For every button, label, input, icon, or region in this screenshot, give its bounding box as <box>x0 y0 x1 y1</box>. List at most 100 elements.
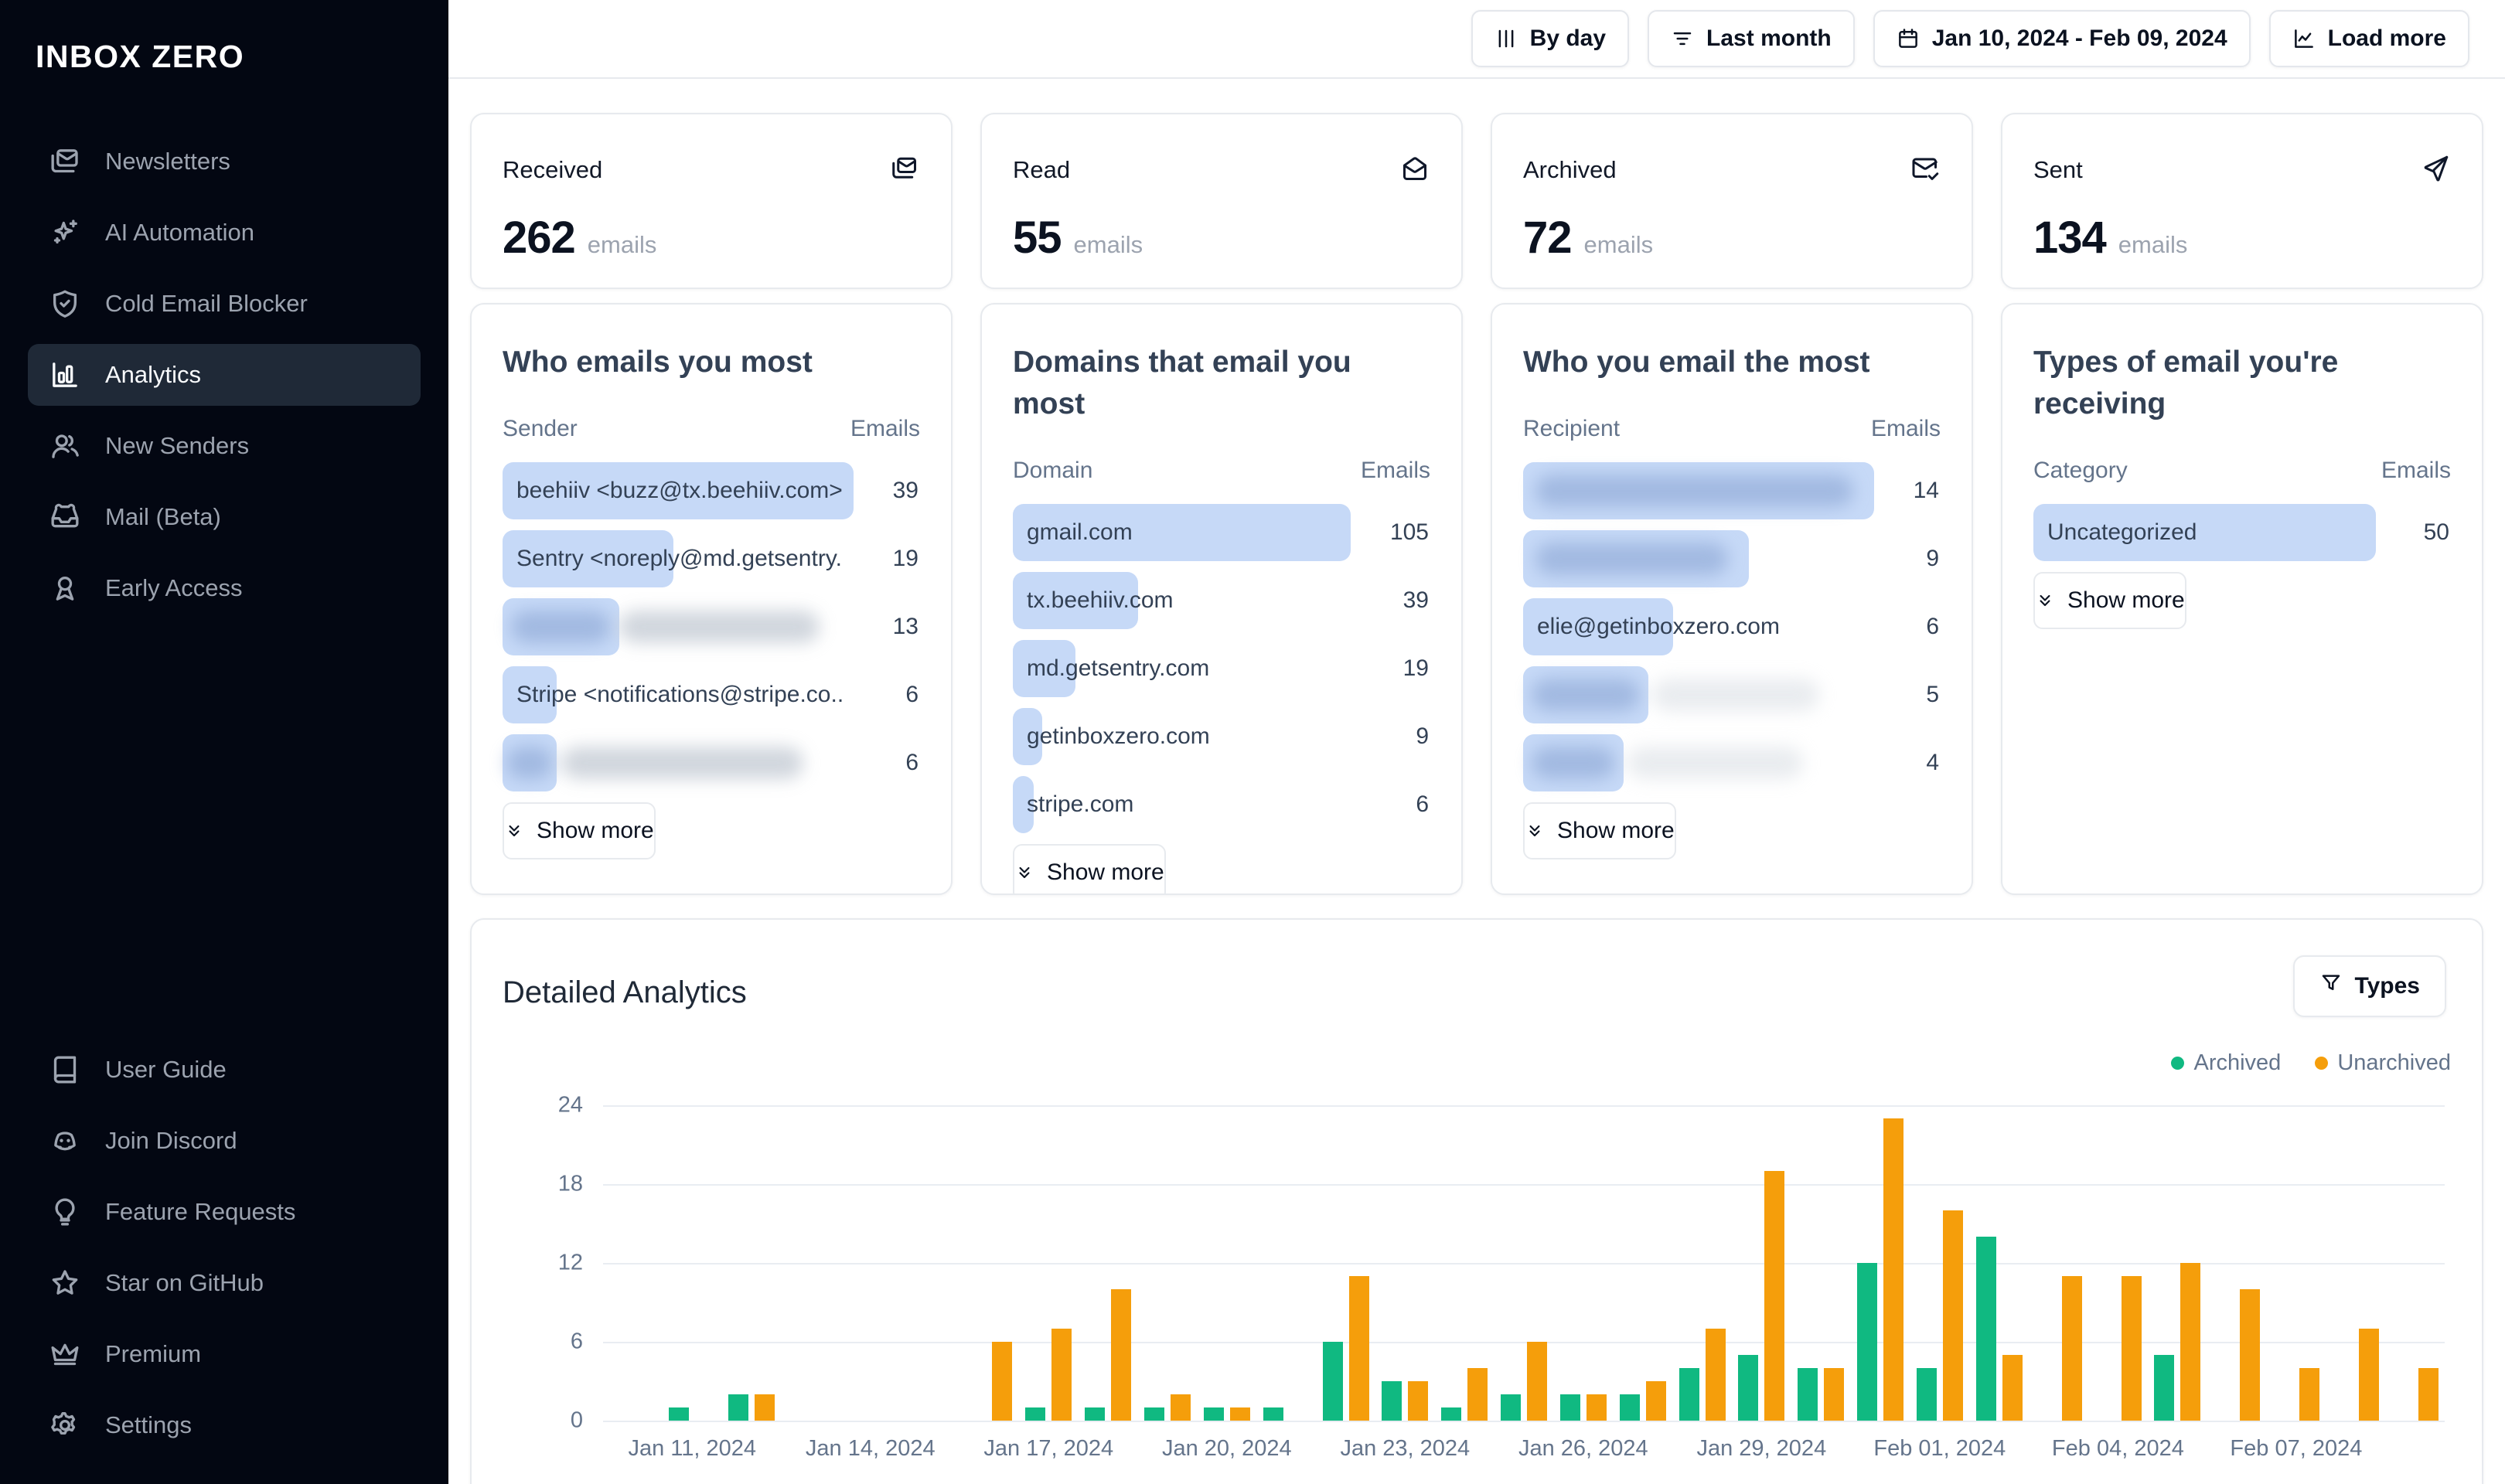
sidebar-item-label: AI Automation <box>105 219 255 246</box>
bar-unarchived <box>1527 1342 1548 1421</box>
column-header: Recipient <box>1523 415 1621 441</box>
blurred-text <box>506 746 553 779</box>
bar-archived <box>1025 1407 1046 1421</box>
table-row[interactable]: tx.beehiiv.com 39 <box>1013 571 1430 629</box>
table-row[interactable]: getinboxzero.com 9 <box>1013 707 1430 765</box>
sidebar-item-join-discord[interactable]: Join Discord <box>28 1110 421 1172</box>
gridline <box>603 1263 2445 1264</box>
sidebar-item-premium[interactable]: Premium <box>28 1323 421 1385</box>
chevrons-down-icon <box>1019 866 1030 878</box>
bar-group <box>782 1105 841 1421</box>
column-header: Emails <box>1360 457 1430 483</box>
bar-unarchived <box>1229 1407 1250 1421</box>
panel-types-of-email-you-re-receiving: Types of email you're receiving Category E… <box>2001 303 2483 895</box>
bar-group <box>663 1105 722 1421</box>
table-row[interactable]: 5 <box>1523 665 1941 723</box>
sidebar-item-mail-beta[interactable]: Mail (Beta) <box>28 486 421 548</box>
bar-group <box>2385 1105 2445 1421</box>
table-row[interactable]: Stripe <notifications@stripe.co... 6 <box>503 665 920 723</box>
y-axis-tick: 12 <box>557 1250 583 1275</box>
bar-group <box>1732 1105 1791 1421</box>
load-more-button[interactable]: Load more <box>2268 10 2469 67</box>
row-bar <box>503 665 557 723</box>
users-icon <box>52 434 79 458</box>
show-more-button[interactable]: Show more <box>1013 843 1166 893</box>
sidebar-item-early-access[interactable]: Early Access <box>28 557 421 619</box>
sidebar-item-settings[interactable]: Settings <box>28 1394 421 1456</box>
panel-domains-that-email-you-most: Domains that email you most Domain Emails g… <box>980 303 1463 895</box>
columns-icon <box>1498 29 1514 48</box>
panel-title: Who you email the most <box>1523 345 1870 379</box>
table-row[interactable]: 13 <box>503 597 920 655</box>
bar-archived <box>1679 1368 1699 1421</box>
table-row[interactable]: 4 <box>1523 733 1941 791</box>
mail-open-icon <box>1403 157 1426 180</box>
show-more-label: Show more <box>1557 817 1675 843</box>
sidebar-item-feature-requests[interactable]: Feature Requests <box>28 1181 421 1243</box>
by-day-button[interactable]: By day <box>1471 10 1630 67</box>
stats-row: Received 262 emails Read 55 emails Archived 72 e… <box>470 113 2483 289</box>
sidebar-item-cold-email-blocker[interactable]: Cold Email Blocker <box>28 273 421 335</box>
filter-lines-icon <box>1673 32 1692 46</box>
bar-group <box>2326 1105 2385 1421</box>
gridline <box>603 1184 2445 1186</box>
bar-archived <box>1619 1394 1640 1421</box>
gridline <box>603 1105 2445 1107</box>
bar-unarchived <box>1586 1394 1607 1421</box>
table-row[interactable]: Uncategorized 50 <box>2033 503 2451 561</box>
show-more-button[interactable]: Show more <box>1523 802 1676 859</box>
blurred-text <box>1627 746 1803 779</box>
table-row[interactable]: Sentry <noreply@md.getsentry.... 19 <box>503 529 920 587</box>
bar-unarchived <box>2299 1368 2320 1421</box>
bar-group <box>722 1105 782 1421</box>
last-month-button[interactable]: Last month <box>1648 10 1855 67</box>
show-more-label: Show more <box>2067 587 2185 613</box>
gridline <box>603 1421 2445 1422</box>
types-filter-button[interactable]: Types <box>2292 955 2446 1017</box>
sidebar-item-newsletters[interactable]: Newsletters <box>28 131 421 192</box>
sidebar-item-label: Premium <box>105 1340 202 1367</box>
stat-label: Read <box>1013 156 1071 183</box>
table-row[interactable]: gmail.com 105 <box>1013 503 1430 561</box>
stat-unit: emails <box>587 231 657 258</box>
x-axis-tick: Jan 23, 2024 <box>1340 1436 1471 1461</box>
row-label: getinboxzero.com <box>1027 723 1210 749</box>
table-row[interactable]: stripe.com 6 <box>1013 775 1430 833</box>
show-more-button[interactable]: Show more <box>503 802 656 859</box>
bar-group <box>1969 1105 2029 1421</box>
sidebar-item-star-on-github[interactable]: Star on GitHub <box>28 1252 421 1314</box>
bar-group <box>1613 1105 1672 1421</box>
sidebar-item-label: Join Discord <box>105 1127 237 1154</box>
sidebar-item-new-senders[interactable]: New Senders <box>28 415 421 477</box>
row-value: 39 <box>892 477 918 503</box>
table-row[interactable]: 6 <box>503 733 920 791</box>
column-header: Emails <box>1870 415 1941 441</box>
x-axis-tick: Jan 14, 2024 <box>805 1436 936 1461</box>
sidebar-item-user-guide[interactable]: User Guide <box>28 1039 421 1101</box>
row-value: 13 <box>892 613 918 639</box>
table-row[interactable]: elie@getinboxzero.com 6 <box>1523 597 1941 655</box>
table-row[interactable]: beehiiv <buzz@tx.beehiiv.com> 39 <box>503 461 920 519</box>
table-row[interactable]: md.getsentry.com 19 <box>1013 639 1430 697</box>
sidebar-item-ai-automation[interactable]: AI Automation <box>28 202 421 264</box>
table-row[interactable]: 9 <box>1523 529 1941 587</box>
bar-group <box>1851 1105 1910 1421</box>
legend-dot <box>2315 1057 2329 1070</box>
sidebar-item-analytics[interactable]: Analytics <box>28 344 421 406</box>
y-axis-tick: 6 <box>570 1329 583 1354</box>
topbar: By day Last month Jan 10, 2024 - Feb 09, 2… <box>448 0 2505 79</box>
blurred-text <box>561 746 803 779</box>
bar-group <box>1375 1105 1435 1421</box>
app-logo: INBOX ZERO <box>36 39 245 74</box>
bar-unarchived <box>2002 1355 2023 1421</box>
bar-unarchived <box>2358 1329 2379 1421</box>
bar-group <box>959 1105 1019 1421</box>
bar-group <box>1554 1105 1614 1421</box>
row-label: stripe.com <box>1027 791 1134 817</box>
button-label: Load more <box>2327 26 2446 51</box>
bar-chart: 24 18 12 6 0 Jan 11, 2024 Jan 14, 2024 Jan 17, … <box>503 1093 2451 1484</box>
jan-10-2024-feb-09-2024-button[interactable]: Jan 10, 2024 - Feb 09, 2024 <box>1873 10 2251 67</box>
show-more-button[interactable]: Show more <box>2033 571 2186 629</box>
table-row[interactable]: 14 <box>1523 461 1941 519</box>
mails-icon <box>892 157 916 179</box>
